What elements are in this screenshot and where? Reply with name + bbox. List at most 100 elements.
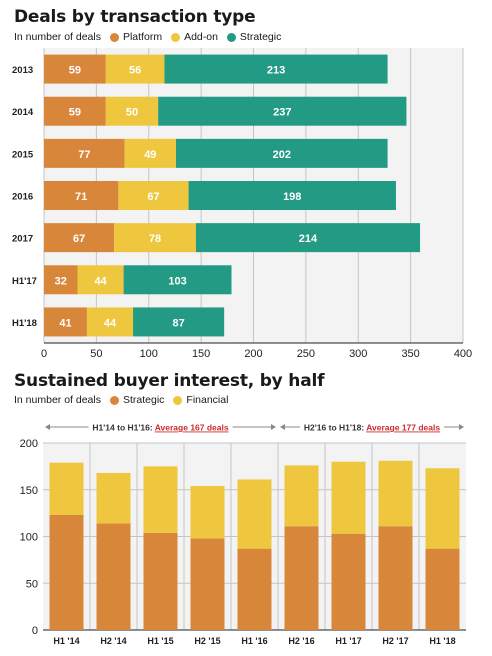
x-tick-label: H2 '15 (194, 636, 220, 646)
annotation-prefix: H1'14 to H1'16: (92, 423, 154, 433)
y-tick-label: 2017 (12, 234, 33, 245)
legend-swatch (109, 32, 119, 42)
y-tick-label: H1'17 (12, 276, 37, 287)
x-tick-label: 200 (244, 348, 262, 360)
bar-segment (237, 479, 272, 549)
bar-segment (175, 138, 388, 168)
y-tick-label: 2016 (12, 192, 33, 203)
legend-item: Platform (109, 31, 162, 43)
bar-segment (44, 181, 119, 210)
y-tick-label: 150 (20, 485, 38, 497)
x-tick-label: 400 (454, 348, 472, 360)
bar-segment (237, 548, 272, 630)
bar-segment (49, 462, 84, 515)
bar-segment (86, 307, 134, 337)
bar-segment (284, 465, 319, 527)
arrow-left-icon (45, 424, 50, 430)
legend-swatch (226, 32, 236, 42)
bar-segment (114, 223, 196, 253)
bar-segment (143, 466, 178, 533)
data-label: 202 (273, 149, 291, 161)
bar-segment (195, 223, 421, 253)
bar-segment (44, 307, 87, 337)
legend: In number of deals Platform Add-on Strat… (14, 31, 281, 43)
annotation-highlight: Average 177 deals (366, 423, 440, 433)
bar-segment (378, 526, 413, 630)
legend-item: Strategic (109, 394, 165, 406)
legend-swatch (171, 32, 181, 42)
x-tick-label: 350 (401, 348, 419, 360)
bar-segment (44, 138, 125, 168)
bar-segment (124, 138, 176, 168)
arrow-right-icon (271, 424, 276, 430)
bar-segment (133, 307, 225, 337)
legend-item: Add-on (171, 31, 218, 43)
y-tick-label: 2015 (12, 149, 34, 160)
bar-segment (44, 54, 106, 84)
annotation-highlight: Average 167 deals (155, 423, 229, 433)
data-label: 67 (147, 191, 159, 203)
y-tick-label: 100 (20, 532, 38, 544)
legend-label: Strategic (122, 394, 165, 406)
y-tick-label: H1'18 (12, 318, 37, 329)
y-tick-label: 2014 (12, 107, 34, 118)
bar-segment (190, 538, 225, 630)
data-label: 103 (168, 275, 186, 287)
bar-segment (331, 533, 366, 630)
chart-subtitle: In number of deals (14, 394, 101, 406)
bar-segment (284, 526, 319, 630)
x-tick-label: 150 (192, 348, 210, 360)
bar-segment (378, 460, 413, 527)
data-label: 198 (283, 191, 301, 203)
data-label: 237 (273, 107, 291, 119)
data-label: 59 (69, 107, 81, 119)
data-label: 44 (94, 275, 107, 287)
bar-segment (105, 96, 159, 126)
data-label: 56 (129, 65, 141, 77)
x-tick-label: H2 '17 (382, 636, 408, 646)
bar-segment (44, 223, 115, 253)
x-tick-label: 50 (90, 348, 102, 360)
bar-segment (105, 54, 165, 84)
data-label: 213 (267, 65, 285, 77)
legend-item: Financial (173, 394, 228, 406)
bar-segment (143, 532, 178, 630)
legend-label: Strategic (239, 31, 282, 43)
legend: In number of deals Strategic Financial (14, 394, 228, 406)
annotation-label: H1'14 to H1'16: Average 167 deals (92, 423, 228, 433)
data-label: 67 (73, 233, 85, 245)
data-label: 59 (69, 65, 81, 77)
annotation-prefix: H2'16 to H1'18: (304, 423, 366, 433)
bar-segment (164, 54, 388, 84)
x-tick-label: H2 '14 (100, 636, 126, 646)
chart-deals-by-transaction-type: Deals by transaction type In number of d… (12, 7, 472, 360)
data-label: 78 (149, 233, 161, 245)
data-label: 214 (299, 233, 318, 245)
chart-buyer-interest-by-half: Sustained buyer interest, by half In num… (0, 365, 492, 656)
bar-segment (77, 265, 124, 295)
bar-segment (425, 468, 460, 549)
x-tick-label: 0 (41, 348, 47, 360)
y-tick-label: 200 (20, 438, 38, 450)
arrow-right-icon (459, 424, 464, 430)
legend-swatch (173, 395, 183, 405)
x-tick-label: H1 '18 (429, 636, 455, 646)
x-tick-label: H2 '16 (288, 636, 314, 646)
bar-segment (96, 523, 131, 630)
chart-title: Sustained buyer interest, by half (14, 371, 325, 391)
bar-segment (158, 96, 407, 126)
bar-segment (123, 265, 232, 295)
bar-segment (118, 181, 189, 210)
x-tick-label: H1 '15 (147, 636, 173, 646)
legend-label: Financial (186, 394, 229, 406)
data-label: 77 (78, 149, 90, 161)
bar-segment (425, 548, 460, 630)
bar-segment (44, 96, 106, 126)
bar-segment (188, 181, 396, 210)
y-tick-label: 50 (26, 578, 38, 590)
data-label: 41 (59, 317, 71, 329)
data-label: 44 (104, 317, 117, 329)
bar-segment (190, 486, 225, 539)
data-label: 71 (75, 191, 87, 203)
bar-segment (49, 514, 84, 630)
